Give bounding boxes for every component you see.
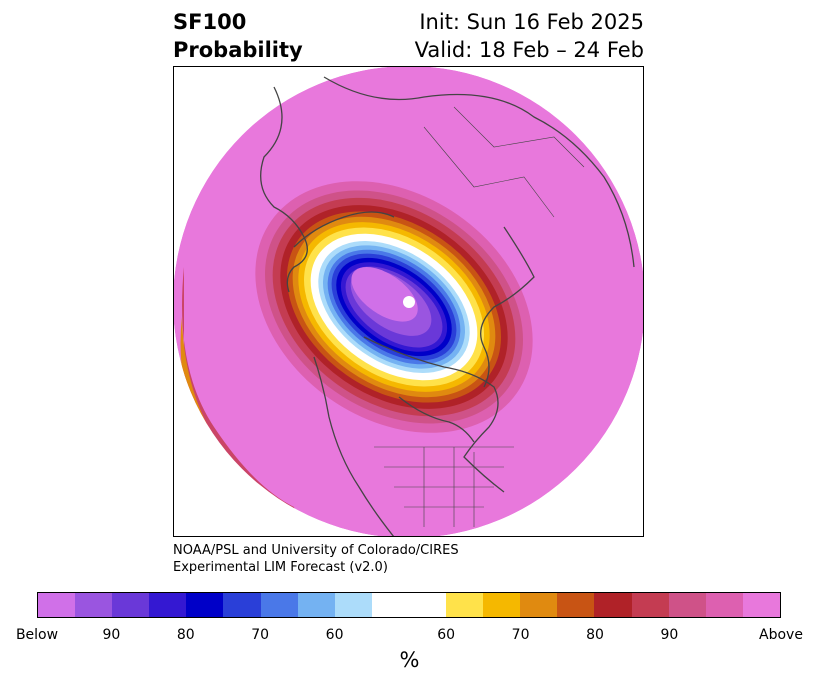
forecast-dates: Init: Sun 16 Feb 2025 Valid: 18 Feb – 24… [415, 8, 644, 64]
colorbar-segment [742, 593, 780, 617]
credit-line-2: Experimental LIM Forecast (v2.0) [173, 560, 388, 575]
borders [374, 106, 585, 527]
colorbar-tick-label: Above [759, 627, 803, 643]
probability-field [174, 67, 643, 536]
product-type: Probability [173, 38, 303, 62]
colorbar-tick-label: 60 [437, 627, 456, 643]
coast-hudson-bay [398, 396, 475, 443]
state-borders-vertical [423, 447, 475, 527]
coastlines [260, 76, 635, 536]
credit-text: NOAA/PSL and University of Colorado/CIRE… [173, 542, 459, 576]
colorbar-tick-label: 60 [325, 627, 344, 643]
colorbar-segment [186, 593, 224, 617]
init-date: Init: Sun 16 Feb 2025 [419, 10, 644, 34]
valid-range: Valid: 18 Feb – 24 Feb [414, 38, 644, 62]
colorbar-segment [75, 593, 113, 617]
colorbar-tick-label: 80 [586, 627, 604, 643]
colorbar-segment [334, 593, 372, 617]
coast-greenland-canada [363, 336, 505, 493]
colorbar-segment [705, 593, 743, 617]
colorbar-segment [483, 593, 521, 617]
coast-north-america-west [313, 356, 395, 536]
state-borders [374, 446, 514, 508]
ring-below-core [351, 267, 418, 322]
colorbar-segment [446, 593, 484, 617]
credit-line-1: NOAA/PSL and University of Colorado/CIRE… [173, 543, 459, 558]
colorbar-tick-label: 80 [176, 627, 195, 643]
polar-map-svg [174, 67, 643, 536]
colorbar-ticks: Below 90 80 70 60 60 70 80 90 Above [0, 627, 819, 647]
country-borders-eurasia [423, 106, 585, 218]
colorbar-tick-label: 90 [660, 627, 679, 643]
colorbar-segment [594, 593, 632, 617]
colorbar-segment [371, 593, 447, 617]
coast-east-siberia [260, 86, 308, 293]
forecast-map [173, 66, 644, 537]
colorbar-segment [38, 593, 76, 617]
chart-title-block: SF100 Probability [173, 8, 303, 64]
colorbar-segment [260, 593, 298, 617]
colorbar-tick-label: Below [15, 627, 59, 643]
colorbar-segment [557, 593, 595, 617]
variable-name: SF100 [173, 10, 247, 34]
colorbar-segment [520, 593, 558, 617]
colorbar-segment [223, 593, 261, 617]
colorbar-segment [668, 593, 706, 617]
colorbar-segment [149, 593, 187, 617]
colorbar-unit: % [399, 648, 420, 672]
colorbar-segment [297, 593, 335, 617]
coast-alaska [293, 211, 395, 248]
colorbar-tick-label: 90 [102, 627, 121, 643]
colorbar-segment [631, 593, 669, 617]
colorbar-tick-label: 70 [251, 627, 270, 643]
colorbar [37, 592, 781, 618]
colorbar-segment [112, 593, 150, 617]
north-pole-dot [403, 296, 415, 308]
coast-eurasia-north [323, 76, 635, 268]
coast-europe [480, 226, 535, 388]
colorbar-tick-label: 70 [511, 627, 530, 643]
